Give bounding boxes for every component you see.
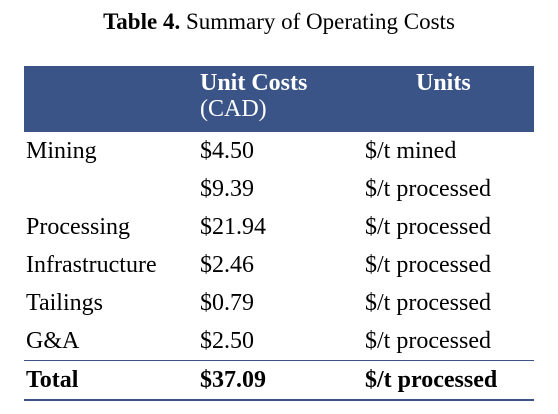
row-unit: $/t processed (365, 328, 491, 354)
table-header: Unit Costs (CAD) Units (24, 66, 534, 132)
total-label: Total (26, 367, 79, 393)
row-cost: $0.79 (200, 290, 254, 316)
table-bottom-rule (24, 399, 534, 401)
operating-costs-table: Unit Costs (CAD) Units Mining $4.50 $/t … (24, 66, 534, 401)
row-unit: $/t processed (365, 176, 491, 202)
table-title: Table 4. Summary of Operating Costs (0, 8, 558, 36)
total-cost: $37.09 (200, 367, 266, 393)
table-row: Mining $4.50 $/t mined (24, 132, 534, 170)
row-unit: $/t processed (365, 252, 491, 278)
table-row: Tailings $0.79 $/t processed (24, 284, 534, 322)
row-unit: $/t processed (365, 214, 491, 240)
row-cost: $2.46 (200, 252, 254, 278)
header-unit-costs: Unit Costs (CAD) (200, 70, 307, 122)
table-row: $9.39 $/t processed (24, 170, 534, 208)
header-unit-costs-currency: (CAD) (200, 96, 267, 122)
table-number: Table 4. (103, 9, 181, 34)
row-category: G&A (26, 328, 80, 354)
row-cost: $4.50 (200, 138, 254, 164)
row-category: Tailings (26, 290, 103, 316)
total-unit: $/t processed (365, 367, 498, 393)
row-category: Infrastructure (26, 252, 157, 278)
table-caption: Summary of Operating Costs (185, 9, 455, 34)
header-units: Units (416, 70, 471, 96)
table-row: Infrastructure $2.46 $/t processed (24, 246, 534, 284)
total-row: Total $37.09 $/t processed (24, 361, 534, 399)
row-category: Mining (26, 138, 97, 164)
header-unit-costs-label: Unit Costs (200, 70, 308, 96)
row-cost: $21.94 (200, 214, 266, 240)
row-cost: $2.50 (200, 328, 254, 354)
total-divider (24, 360, 534, 361)
row-unit: $/t mined (365, 138, 457, 164)
row-cost: $9.39 (200, 176, 254, 202)
row-category: Processing (26, 214, 130, 240)
table-row: G&A $2.50 $/t processed (24, 322, 534, 360)
row-unit: $/t processed (365, 290, 491, 316)
table-row: Processing $21.94 $/t processed (24, 208, 534, 246)
